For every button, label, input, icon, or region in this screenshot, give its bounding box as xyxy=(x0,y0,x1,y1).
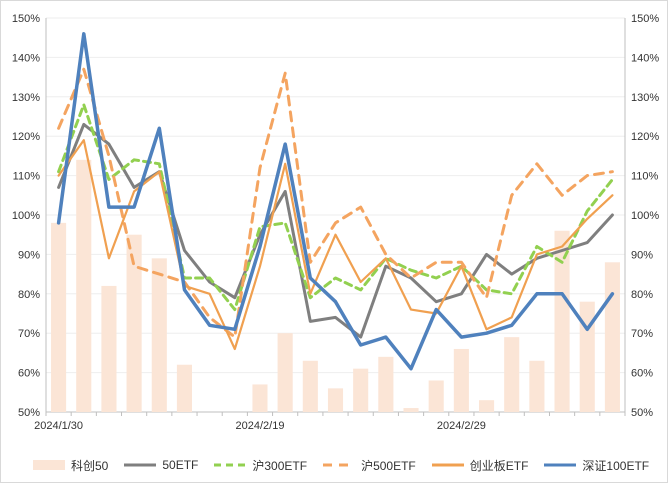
bar-kc50 xyxy=(478,400,495,412)
line-series-hs300 xyxy=(57,103,614,312)
x-tick-label: 2024/2/19 xyxy=(236,420,285,432)
line-series-zz500 xyxy=(57,67,614,339)
bar-kc50 xyxy=(604,262,620,412)
line-series-cyb xyxy=(57,139,614,351)
y-right-tick-label: 120% xyxy=(631,131,659,143)
legend-label: 科创50 xyxy=(71,458,109,473)
bar-kc50 xyxy=(428,380,444,412)
y-right-tick-label: 110% xyxy=(631,171,659,183)
bar-kc50 xyxy=(51,222,67,412)
legend-swatch xyxy=(321,460,357,470)
y-left-tick-label: 120% xyxy=(12,131,40,143)
y-left-tick-label: 50% xyxy=(18,407,40,419)
legend-swatch xyxy=(542,460,578,470)
legend-swatch xyxy=(430,460,466,470)
bar-kc50 xyxy=(403,408,419,412)
bar-kc50 xyxy=(101,285,117,412)
bar-kc50 xyxy=(579,301,595,412)
bar-kc50 xyxy=(327,388,344,412)
bar-kc50 xyxy=(76,159,92,412)
y-left-tick-label: 90% xyxy=(18,249,40,261)
y-left-tick-label: 80% xyxy=(18,289,40,301)
legend-item-hs300: 沪300ETF xyxy=(212,457,307,474)
bar-kc50 xyxy=(353,368,369,412)
legend: 科创50 50ETF 沪300ETF 沪500ETF 创业板ETF 深证100ETF xyxy=(31,455,667,475)
legend-item-etf50: 50ETF xyxy=(122,458,198,472)
x-tick-label: 2024/1/30 xyxy=(34,420,83,432)
legend-item-kc50: 科创50 xyxy=(31,457,108,474)
bar-kc50 xyxy=(554,230,570,412)
bar-kc50 xyxy=(529,360,545,412)
bar-kc50 xyxy=(176,364,193,412)
bar-kc50 xyxy=(151,258,167,412)
y-left-tick-label: 150% xyxy=(12,13,40,25)
y-left-tick-label: 100% xyxy=(12,210,40,222)
legend-item-cyb: 创业板ETF xyxy=(430,457,529,474)
line-series-sz100 xyxy=(56,32,615,371)
legend-swatch xyxy=(212,460,248,470)
y-right-tick-label: 60% xyxy=(631,368,653,380)
legend-swatch xyxy=(31,460,67,470)
bar-kc50 xyxy=(126,234,142,412)
legend-item-sz100: 深证100ETF xyxy=(542,457,649,474)
legend-label: 创业板ETF xyxy=(469,458,529,473)
y-right-tick-label: 130% xyxy=(631,92,659,104)
bar-kc50 xyxy=(453,348,469,412)
y-right-tick-label: 140% xyxy=(631,52,659,64)
combo-chart: 150% 140% 130% 120% 110% 100% 90% 80% 70% 60% 50% 1… xyxy=(12,13,659,432)
y-left-tick-label: 130% xyxy=(12,92,40,104)
y-right-tick-label: 90% xyxy=(631,249,653,261)
legend-item-zz500: 沪500ETF xyxy=(321,457,416,474)
bar-kc50 xyxy=(252,384,268,412)
y-left-tick-label: 140% xyxy=(12,52,40,64)
bar-kc50 xyxy=(302,360,318,412)
legend-label: 50ETF xyxy=(162,458,199,472)
legend-label: 深证100ETF xyxy=(582,458,650,473)
bar-kc50 xyxy=(504,337,520,412)
y-right-tick-label: 50% xyxy=(631,407,653,419)
bar-kc50 xyxy=(378,356,394,412)
y-right-tick-label: 150% xyxy=(631,13,659,25)
bar-kc50 xyxy=(277,333,293,412)
legend-label: 沪500ETF xyxy=(361,458,416,473)
x-tick-label: 2024/2/29 xyxy=(437,420,486,432)
legend-label: 沪300ETF xyxy=(252,458,308,473)
y-left-tick-label: 60% xyxy=(18,368,40,380)
y-right-tick-label: 100% xyxy=(631,210,659,222)
y-right-tick-label: 80% xyxy=(631,289,653,301)
y-right-tick-label: 70% xyxy=(631,328,653,340)
y-left-tick-label: 70% xyxy=(18,328,40,340)
y-left-tick-label: 110% xyxy=(13,171,41,183)
legend-swatch xyxy=(122,460,158,470)
